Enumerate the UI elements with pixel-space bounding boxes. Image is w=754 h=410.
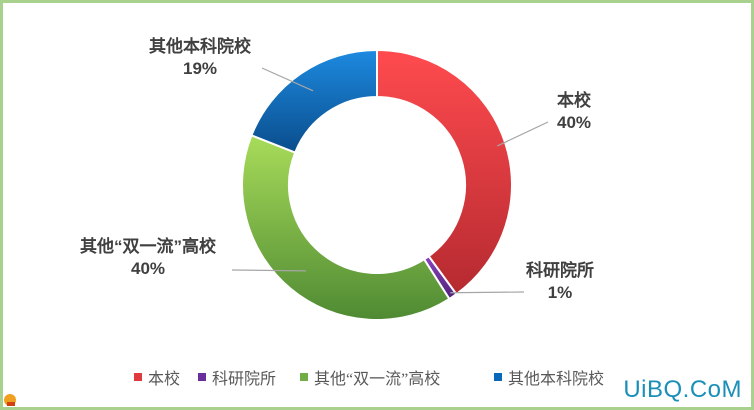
- legend-swatch: [300, 373, 308, 381]
- legend-label: 科研院所: [212, 370, 276, 388]
- slice-label: 其他“双一流”高校 40%: [80, 236, 217, 278]
- leader-line: [231, 269, 306, 272]
- legend-label: 其他“双一流”高校: [314, 370, 440, 388]
- slice-label: 科研院所 1%: [526, 260, 594, 302]
- leader-line: [497, 121, 549, 147]
- legend-label: 其他本科院校: [508, 370, 604, 388]
- legend-swatch: [134, 373, 142, 381]
- legend-swatch: [198, 373, 206, 381]
- corner-logo-icon: [4, 394, 16, 406]
- legend-swatch: [494, 373, 502, 381]
- donut-slice: [250, 48, 378, 154]
- legend-item: 本校: [134, 370, 180, 388]
- slice-label: 本校 40%: [557, 90, 592, 132]
- slice-label: 其他本科院校 19%: [149, 36, 252, 78]
- donut-slice: [241, 134, 451, 321]
- legend-item: 科研院所: [198, 370, 276, 388]
- donut-slice: [376, 48, 513, 296]
- legend-label: 本校: [148, 370, 180, 388]
- leader-line: [261, 67, 314, 92]
- watermark-text: UiBQ.CoM: [623, 376, 742, 403]
- leader-line: [450, 291, 525, 294]
- legend-item: 其他“双一流”高校: [300, 370, 440, 388]
- legend-item: 其他本科院校: [494, 370, 604, 388]
